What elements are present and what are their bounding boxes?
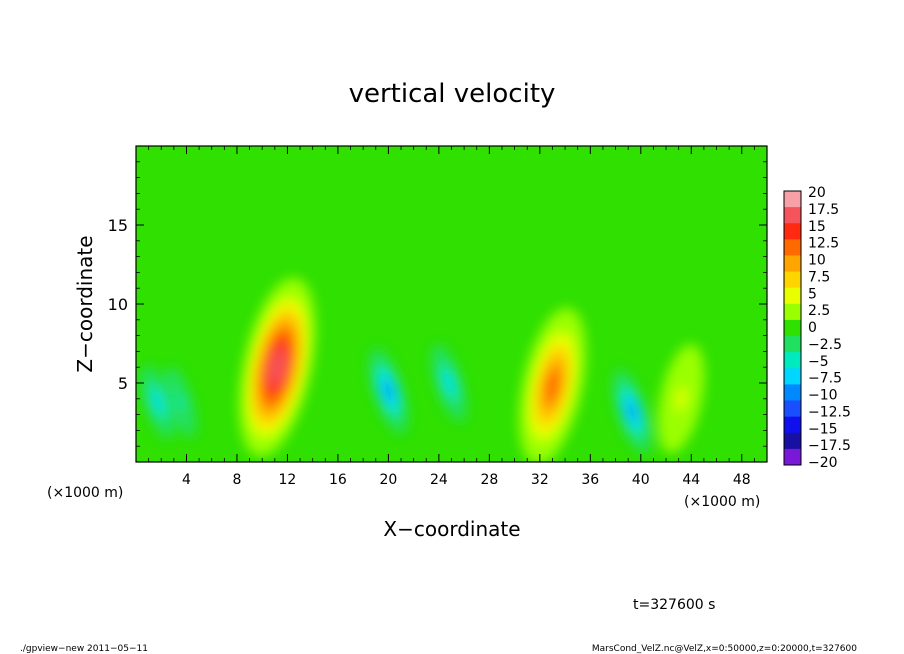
updraft-cell-0 [238,277,316,457]
colorbar: 2017.51512.5107.552.50−2.5−5−7.5−10−12.5… [783,185,851,471]
downdraft-cell-7 [163,366,197,438]
colorbar-swatch [784,271,801,289]
time-label: t=327600 s [633,597,715,613]
colorbar-label: 12.5 [808,236,839,252]
colorbar-label: 7.5 [808,269,830,285]
y-tick-label: 15 [108,216,128,235]
colorbar-swatch [784,255,801,273]
colorbar-label: −2.5 [808,337,842,353]
colorbar-label: 0 [808,320,817,336]
colorbar-label: 20 [808,185,826,201]
colorbar-swatch [784,303,801,321]
downdraft-cell-3 [368,348,409,434]
updraft-cell-1 [518,307,587,462]
x-tick-label: 36 [581,472,599,488]
plot-area [136,146,767,462]
chart-title: vertical velocity [349,79,556,109]
colorbar-swatch [784,384,801,402]
downdraft-cell-4 [431,344,467,422]
x-tick-label: 48 [733,472,751,488]
downdraft-cell-6 [140,365,175,439]
colorbar-swatch [784,191,801,208]
colorbar-label: −15 [808,421,838,437]
footer-right: MarsCond_VelZ.nc@VelZ,x=0:50000,z=0:2000… [592,644,857,654]
colorbar-label: 10 [808,253,826,269]
downdraft-cell-5 [612,369,652,454]
y-tick-label: 5 [118,374,128,393]
colorbar-swatch [784,239,801,256]
x-tick-label: 12 [279,472,297,488]
x-axis: 4 8 12 16 20 24 28 32 36 40 44 48 [148,146,755,488]
colorbar-label: 5 [808,286,817,302]
x-tick-label: 4 [182,472,191,488]
updraft-cell-2 [657,344,705,454]
colorbar-label: −5 [808,354,829,370]
colorbar-swatch [784,368,801,385]
colorbar-swatch [784,416,801,434]
x-unit-label-right: (×1000 m) [684,494,760,510]
colorbar-label: −10 [808,388,838,404]
x-unit-label-left: (×1000 m) [47,485,123,501]
colorbar-swatch [784,319,801,337]
colorbar-label: −12.5 [808,404,851,420]
x-tick-label: 40 [632,472,650,488]
colorbar-swatch [784,287,801,305]
colorbar-label: −20 [808,455,838,471]
colorbar-label: 15 [808,219,826,235]
x-tick-label: 16 [329,472,347,488]
colorbar-swatch [784,432,801,450]
y-axis-label: Z−coordinate [73,235,97,372]
x-axis-label: X−coordinate [383,517,520,541]
colorbar-label: 17.5 [808,202,839,218]
colorbar-label: −7.5 [808,371,842,387]
colorbar-swatch [784,448,801,466]
colorbar-swatch [784,352,801,369]
colorbar-label: 2.5 [808,303,830,319]
colorbar-frame [783,190,802,466]
y-axis: 5 10 15 [108,161,767,447]
colorbar-swatch [784,400,801,418]
x-tick-label: 44 [682,472,700,488]
x-tick-label: 32 [531,472,549,488]
x-tick-label: 20 [379,472,397,488]
colorbar-label: −17.5 [808,438,851,454]
x-tick-label: 24 [430,472,448,488]
footer-left: ./gpview−new 2011−05−11 [20,644,148,654]
x-tick-label: 28 [480,472,498,488]
x-tick-label: 8 [232,472,241,488]
colorbar-swatch [784,336,801,353]
y-tick-label: 10 [108,295,128,314]
colorbar-swatch [784,207,801,224]
colorbar-swatch [784,223,801,240]
